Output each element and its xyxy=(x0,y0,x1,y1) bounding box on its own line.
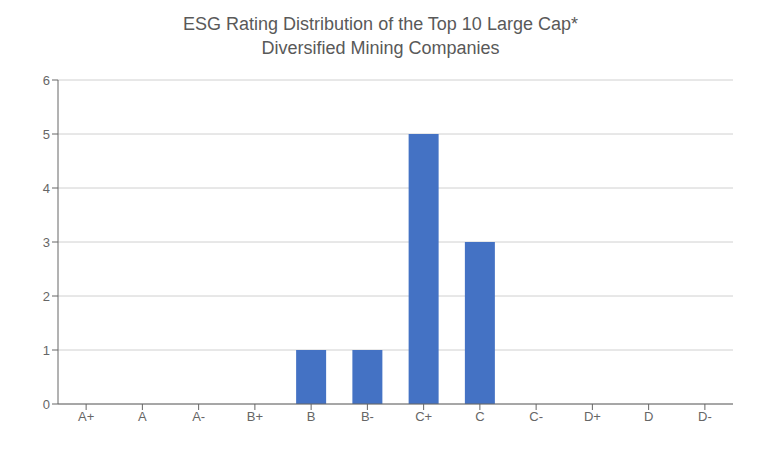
svg-text:A: A xyxy=(138,409,147,424)
svg-text:B: B xyxy=(307,409,316,424)
svg-text:1: 1 xyxy=(43,343,50,358)
html-text:ESG Rating Distribution of the: ESG Rating Distribution of the Top 10 La… xyxy=(183,14,578,34)
svg-text:5: 5 xyxy=(43,127,50,142)
svg-text:0: 0 xyxy=(43,397,50,412)
svg-text:A-: A- xyxy=(192,409,205,424)
svg-text:D: D xyxy=(644,409,653,424)
svg-text:4: 4 xyxy=(43,181,50,196)
svg-text:C: C xyxy=(475,409,484,424)
svg-text:C-: C- xyxy=(529,409,543,424)
svg-text:2: 2 xyxy=(43,289,50,304)
svg-text:B+: B+ xyxy=(247,409,263,424)
html-text:Diversified Mining Companies: Diversified Mining Companies xyxy=(261,38,500,58)
svg-text:D-: D- xyxy=(698,409,712,424)
svg-text:A+: A+ xyxy=(78,409,94,424)
svg-text:6: 6 xyxy=(43,73,50,88)
svg-text:B-: B- xyxy=(361,409,374,424)
svg-text:D+: D+ xyxy=(584,409,601,424)
svg-text:C+: C+ xyxy=(415,409,432,424)
svg-text:3: 3 xyxy=(43,235,50,250)
